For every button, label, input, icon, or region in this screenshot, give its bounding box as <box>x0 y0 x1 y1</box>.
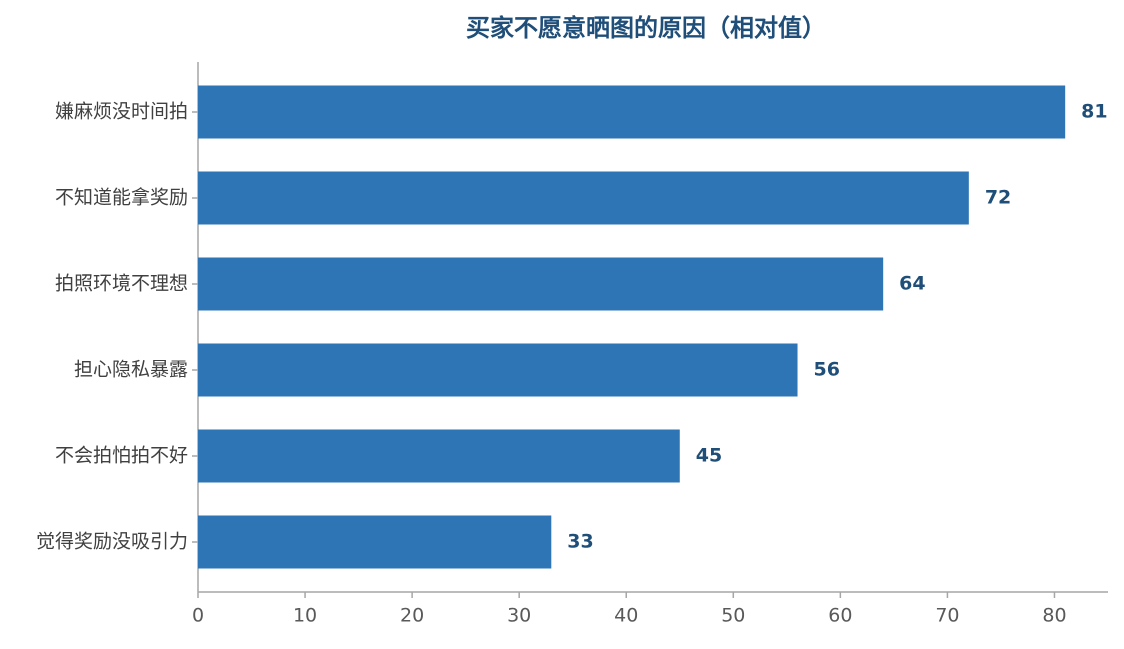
y-tick-label: 不会拍怕拍不好 <box>55 445 188 467</box>
y-tick-label: 嫌麻烦没时间拍 <box>55 101 188 123</box>
bar <box>198 85 1066 139</box>
chart-title: 买家不愿意晒图的原因（相对值） <box>466 14 826 42</box>
y-tick-label: 拍照环境不理想 <box>55 273 188 295</box>
x-tick-label: 10 <box>293 605 317 627</box>
x-tick-label: 60 <box>828 605 852 627</box>
y-tick-label: 担心隐私暴露 <box>74 359 188 381</box>
value-label: 56 <box>814 359 840 381</box>
x-tick-label: 80 <box>1042 605 1066 627</box>
value-label: 64 <box>899 273 925 295</box>
value-label: 81 <box>1081 101 1107 123</box>
x-tick-label: 30 <box>507 605 531 627</box>
bar <box>198 171 969 225</box>
x-tick-label: 40 <box>614 605 638 627</box>
bar <box>198 343 798 397</box>
y-tick-label: 不知道能拿奖励 <box>55 186 188 209</box>
value-label: 45 <box>696 445 722 467</box>
x-tick-label: 70 <box>935 605 959 627</box>
bar <box>198 257 884 311</box>
value-label: 33 <box>567 531 593 553</box>
y-tick-label: 觉得奖励没吸引力 <box>36 531 188 553</box>
x-tick-label: 0 <box>192 605 204 627</box>
x-tick-label: 50 <box>721 605 745 627</box>
bar <box>198 429 680 483</box>
x-tick-label: 20 <box>400 605 424 627</box>
bar <box>198 515 552 569</box>
value-label: 72 <box>985 187 1011 209</box>
